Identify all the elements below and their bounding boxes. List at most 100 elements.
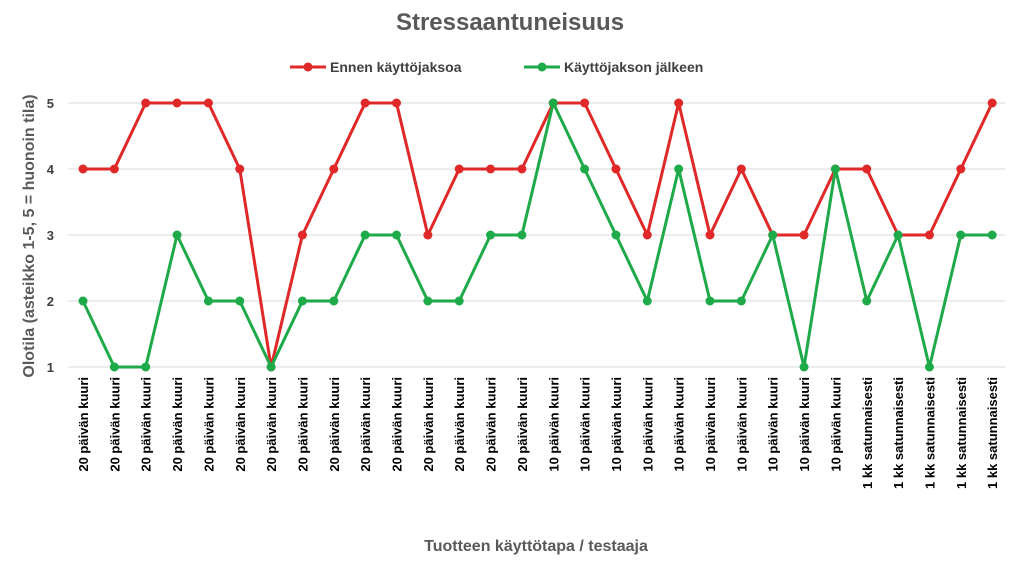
- y-tick-label: 2: [47, 294, 54, 309]
- data-point: [674, 164, 684, 174]
- data-point: [799, 362, 809, 372]
- x-tick-label: 10 päivän kuuri: [609, 377, 624, 472]
- x-tick-label: 20 päivän kuuri: [452, 377, 467, 472]
- x-tick-label: 1 kk satunnaisesti: [954, 377, 969, 489]
- data-point: [109, 362, 119, 372]
- data-point: [423, 230, 433, 240]
- x-tick-label: 20 päivän kuuri: [421, 377, 436, 472]
- data-point: [203, 296, 213, 306]
- data-point: [956, 164, 966, 174]
- data-point: [830, 164, 840, 174]
- data-point: [78, 164, 88, 174]
- data-point: [642, 230, 652, 240]
- series-layer: [78, 98, 997, 372]
- data-point: [297, 230, 307, 240]
- x-axis-ticks: 20 päivän kuuri 20 päivän kuuri 20 päivän …: [76, 377, 1000, 489]
- y-axis-ticks: 1 2 3 4 5: [47, 96, 55, 375]
- x-tick-label: 10 päivän kuuri: [734, 377, 749, 472]
- data-point: [924, 230, 934, 240]
- x-tick-label: 20 päivän kuuri: [327, 377, 342, 472]
- data-point: [799, 230, 809, 240]
- data-point: [360, 230, 370, 240]
- y-tick-label: 4: [47, 162, 55, 177]
- x-tick-label: 20 päivän kuuri: [170, 377, 185, 472]
- data-point: [705, 296, 715, 306]
- legend-swatch-marker: [303, 62, 313, 72]
- x-tick-label: 10 päivän kuuri: [672, 377, 687, 472]
- data-point: [360, 98, 370, 108]
- x-tick-label: 20 päivän kuuri: [295, 377, 310, 472]
- x-tick-label: 1 kk satunnaisesti: [985, 377, 1000, 489]
- data-point: [78, 296, 88, 306]
- data-point: [203, 98, 213, 108]
- legend: Ennen käyttöjaksoa Käyttöjakson jälkeen: [290, 59, 703, 75]
- y-axis-title: Olotila (asteikko 1-5, 5 = huonoin tila): [21, 94, 38, 377]
- data-point: [141, 362, 151, 372]
- data-point: [297, 296, 307, 306]
- legend-label: Ennen käyttöjaksoa: [330, 59, 462, 75]
- x-tick-label: 20 päivän kuuri: [233, 377, 248, 472]
- legend-swatch-marker: [537, 62, 547, 72]
- data-point: [987, 230, 997, 240]
- data-point: [454, 164, 464, 174]
- data-point: [235, 296, 245, 306]
- y-tick-label: 5: [47, 96, 54, 111]
- x-tick-label: 20 päivän kuuri: [76, 377, 91, 472]
- x-tick-label: 20 päivän kuuri: [139, 377, 154, 472]
- x-tick-label: 20 päivän kuuri: [390, 377, 405, 472]
- data-point: [862, 164, 872, 174]
- x-tick-label: 1 kk satunnaisesti: [891, 377, 906, 489]
- data-point: [517, 164, 527, 174]
- x-tick-label: 1 kk satunnaisesti: [860, 377, 875, 489]
- data-point: [454, 296, 464, 306]
- data-point: [736, 164, 746, 174]
- data-point: [893, 230, 903, 240]
- series-line: [81, 101, 993, 369]
- data-point: [548, 98, 558, 108]
- data-point: [580, 164, 590, 174]
- x-tick-label: 10 päivän kuuri: [797, 377, 812, 472]
- x-tick-label: 1 kk satunnaisesti: [922, 377, 937, 489]
- series-line: [83, 101, 994, 369]
- data-point: [392, 98, 401, 108]
- x-tick-label: 20 päivän kuuri: [358, 377, 373, 472]
- x-tick-label: 20 päivän kuuri: [264, 377, 279, 472]
- data-point: [956, 230, 966, 240]
- data-point: [266, 362, 276, 372]
- data-point: [768, 230, 778, 240]
- series-after: [78, 98, 997, 372]
- data-point: [392, 230, 401, 240]
- data-point: [642, 296, 652, 306]
- x-tick-label: 20 päivän kuuri: [107, 377, 122, 472]
- x-tick-label: 10 päivän kuuri: [766, 377, 781, 472]
- legend-item-before: Ennen käyttöjaksoa: [290, 59, 462, 75]
- x-axis-title: Tuotteen käyttötapa / testaaja: [424, 538, 648, 555]
- legend-label: Käyttöjakson jälkeen: [564, 59, 703, 75]
- y-tick-label: 3: [47, 228, 54, 243]
- legend-item-after: Käyttöjakson jälkeen: [524, 59, 703, 75]
- series-before: [78, 98, 997, 372]
- data-point: [862, 296, 872, 306]
- data-point: [705, 230, 715, 240]
- data-point: [517, 230, 527, 240]
- x-tick-label: 10 päivän kuuri: [578, 377, 593, 472]
- data-point: [423, 296, 433, 306]
- x-tick-label: 10 päivän kuuri: [703, 377, 718, 472]
- x-tick-label: 10 päivän kuuri: [546, 377, 561, 472]
- chart-title: Stressaantuneisuus: [396, 9, 624, 36]
- y-tick-label: 1: [47, 360, 54, 375]
- data-point: [611, 230, 621, 240]
- data-point: [486, 164, 496, 174]
- data-point: [141, 98, 151, 108]
- data-point: [109, 164, 119, 174]
- data-point: [580, 98, 590, 108]
- data-point: [987, 98, 997, 108]
- data-point: [172, 230, 182, 240]
- x-tick-label: 10 päivän kuuri: [640, 377, 655, 472]
- x-tick-label: 20 päivän kuuri: [515, 377, 530, 472]
- data-point: [172, 98, 182, 108]
- data-point: [486, 230, 496, 240]
- x-tick-label: 10 päivän kuuri: [828, 377, 843, 472]
- data-point: [924, 362, 934, 372]
